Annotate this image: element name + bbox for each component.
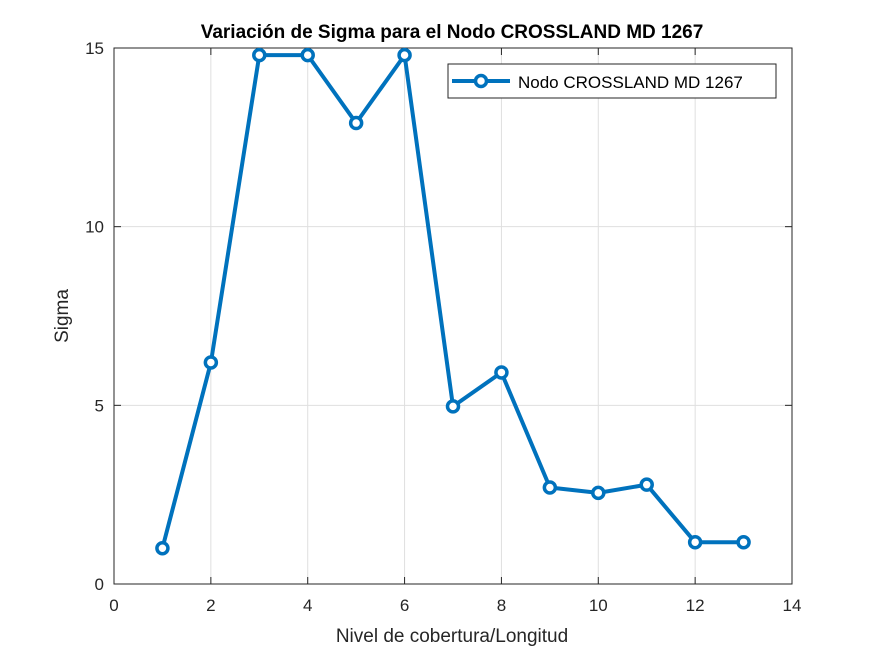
x-tick-label: 8	[497, 596, 506, 615]
data-point-marker	[397, 47, 412, 63]
axes-box	[113, 47, 793, 585]
data-point-marker	[591, 485, 606, 501]
chart-title: Variación de Sigma para el Nodo CROSSLAN…	[201, 22, 704, 43]
y-tick-label: 10	[85, 218, 104, 237]
legend-label: Nodo CROSSLAND MD 1267	[518, 73, 743, 92]
data-point-marker	[687, 534, 703, 550]
data-point-marker	[542, 480, 558, 495]
data-point-marker	[300, 47, 315, 63]
data-point-marker	[155, 541, 170, 556]
x-tick-label: 6	[400, 596, 409, 615]
x-tick-label: 2	[206, 596, 215, 615]
legend: Nodo CROSSLAND MD 1267	[447, 63, 777, 99]
y-tick-label: 15	[85, 39, 104, 58]
x-tick-label: 4	[303, 596, 312, 615]
data-point-marker	[348, 115, 364, 131]
data-point-marker	[494, 365, 509, 380]
series-layer	[155, 47, 751, 556]
x-tick-label: 10	[589, 596, 608, 615]
x-tick-label: 12	[686, 596, 705, 615]
data-point-marker	[736, 534, 751, 550]
y-axis-label: Sigma	[52, 289, 73, 343]
data-point-marker	[203, 355, 219, 370]
x-tick-label: 14	[783, 596, 802, 615]
y-tick-label: 0	[95, 575, 104, 594]
data-point-marker	[252, 47, 267, 63]
x-tick-label: 0	[109, 596, 118, 615]
data-point-marker	[445, 399, 461, 414]
x-axis-label: Nivel de cobertura/Longitud	[336, 626, 568, 647]
legend-marker-swatch	[473, 73, 489, 89]
data-point-marker	[639, 477, 654, 492]
y-tick-label: 5	[95, 396, 104, 415]
